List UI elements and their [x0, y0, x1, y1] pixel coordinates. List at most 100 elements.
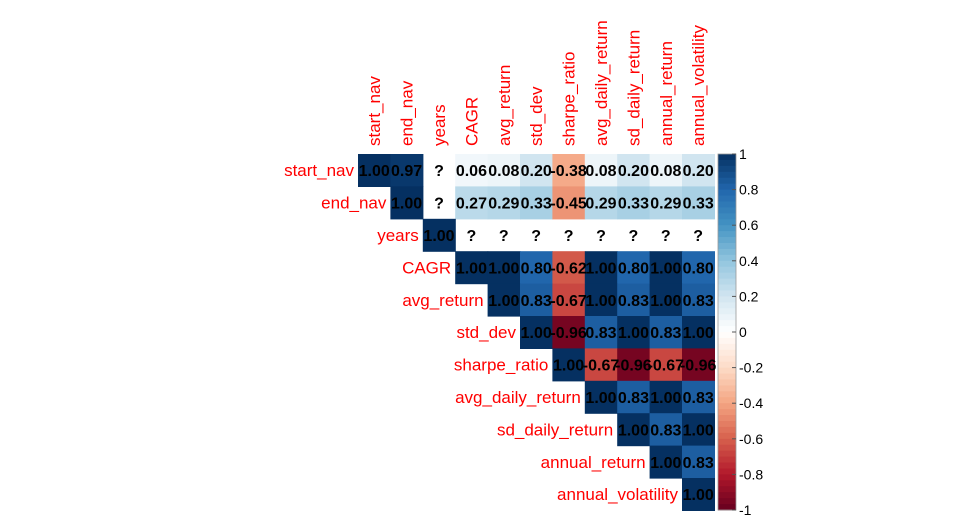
column-labels: start_nav end_nav years CAGR avg_return std_d… [365, 20, 708, 146]
cell-value-label: 0.83 [683, 455, 714, 472]
cell-value-label: 1.00 [618, 325, 649, 342]
colorbar-tick-label: 0.6 [739, 217, 759, 233]
cell-value-label: -0.67 [550, 293, 587, 310]
cell-value-label: 0.27 [456, 196, 487, 213]
cell-value-label: 1.00 [650, 260, 681, 277]
colorbar-segment [718, 314, 736, 321]
colorbar-segment [718, 290, 736, 297]
heatmap-cell [649, 380, 683, 414]
colorbar-segment [718, 159, 736, 167]
heatmap-cell [487, 154, 521, 187]
heatmap-cell [617, 186, 651, 220]
cell-value-label: 0.83 [585, 325, 616, 342]
cell-value-label: ? [629, 228, 639, 245]
heatmap-cell [422, 218, 456, 252]
row-label: avg_return [402, 291, 483, 310]
cell-value-label: ? [596, 228, 606, 245]
cell-value-label: 0.08 [488, 163, 519, 180]
heatmap-cell [455, 154, 489, 187]
colorbar-segment [718, 426, 736, 434]
cell-value-label: 0.20 [683, 163, 714, 180]
heatmap-cell [649, 316, 683, 349]
colorbar-segment [718, 486, 736, 493]
cell-value-label: ? [531, 228, 541, 245]
colorbar-segment [718, 195, 736, 202]
colorbar-segment [718, 409, 736, 416]
cell-value-label: 1.00 [650, 390, 681, 407]
cell-value-label: ? [499, 228, 509, 245]
cell-value-label: 0.08 [650, 163, 681, 180]
column-label: annual_return [657, 41, 676, 146]
colorbar-segment [718, 361, 736, 369]
heatmap-cell [649, 348, 683, 382]
heatmap-cell [520, 251, 553, 285]
heatmap-cell [682, 478, 715, 511]
cell-value-label: 0.80 [521, 260, 552, 277]
heatmap-cell [487, 186, 521, 220]
colorbar-tick-label: 0 [739, 324, 747, 340]
colorbar-segment [718, 456, 736, 464]
colorbar-tick-label: 0.4 [739, 253, 759, 269]
colorbar-segment [718, 438, 736, 446]
colorbar-segment [718, 480, 736, 487]
cell-value-label: 1.00 [391, 196, 422, 213]
heatmap-cell [682, 445, 715, 479]
colorbar-segment [718, 272, 736, 280]
heatmap-cell [520, 316, 553, 349]
heatmap-cell [552, 283, 586, 317]
colorbar-segment [718, 243, 736, 250]
cell-value-label: 1.00 [585, 293, 616, 310]
heatmap-cell [682, 186, 715, 220]
colorbar-segment [718, 296, 736, 303]
colorbar-segment [718, 343, 736, 351]
row-label: avg_daily_return [455, 388, 581, 407]
heatmap-cell [552, 154, 586, 187]
heatmap-cell [552, 316, 586, 349]
cell-value-label: -0.96 [680, 358, 717, 375]
heatmap-cell [390, 186, 424, 220]
colorbar-segment [718, 171, 736, 179]
cell-value-label: 1.00 [585, 390, 616, 407]
colorbar-segment [718, 154, 736, 161]
cell-value-label: 0.83 [683, 293, 714, 310]
heatmap-cell [682, 380, 715, 414]
cell-value-label: 0.29 [585, 196, 616, 213]
colorbar-tick-label: -1 [739, 502, 752, 518]
heatmap-cell [649, 186, 683, 220]
heatmap-cell [649, 283, 683, 317]
row-label: sd_daily_return [497, 420, 613, 439]
colorbar-segment [718, 355, 736, 363]
heatmap-cell [617, 251, 651, 285]
cell-value-label: -0.67 [583, 358, 620, 375]
heatmap-cell [390, 154, 424, 187]
row-label: sharpe_ratio [454, 356, 549, 375]
colorbar-segment [718, 219, 736, 226]
colorbar-segment [718, 308, 736, 315]
colorbar-segment [718, 432, 736, 440]
colorbar-segment [718, 201, 736, 208]
colorbar-segment [718, 237, 736, 244]
cell-value-label: 0.29 [650, 196, 681, 213]
row-label: CAGR [402, 258, 451, 277]
heatmap-cell [682, 316, 715, 349]
column-label: end_nav [398, 80, 417, 146]
colorbar-segment [718, 450, 736, 458]
cell-value-label: -0.96 [615, 358, 652, 375]
heatmap-cell [552, 348, 586, 382]
column-label: start_nav [365, 76, 384, 146]
cell-value-label: 1.00 [521, 325, 552, 342]
heatmap-cell [584, 154, 618, 187]
cell-value-label: 1.00 [683, 422, 714, 439]
heatmap-cell [682, 283, 715, 317]
heatmap-cell [649, 154, 683, 187]
column-label: sharpe_ratio [560, 51, 579, 146]
colorbar-tick-label: 0.2 [739, 288, 759, 304]
colorbar-segment [718, 421, 736, 428]
colorbar-segment [718, 367, 736, 375]
cell-value-label: -0.45 [550, 196, 587, 213]
colorbar-segment [718, 332, 736, 339]
cell-value-label: -0.96 [550, 325, 587, 342]
colorbar-segment [718, 498, 736, 505]
colorbar-tick-label: -0.2 [739, 360, 763, 376]
heatmap-cell [649, 445, 683, 479]
